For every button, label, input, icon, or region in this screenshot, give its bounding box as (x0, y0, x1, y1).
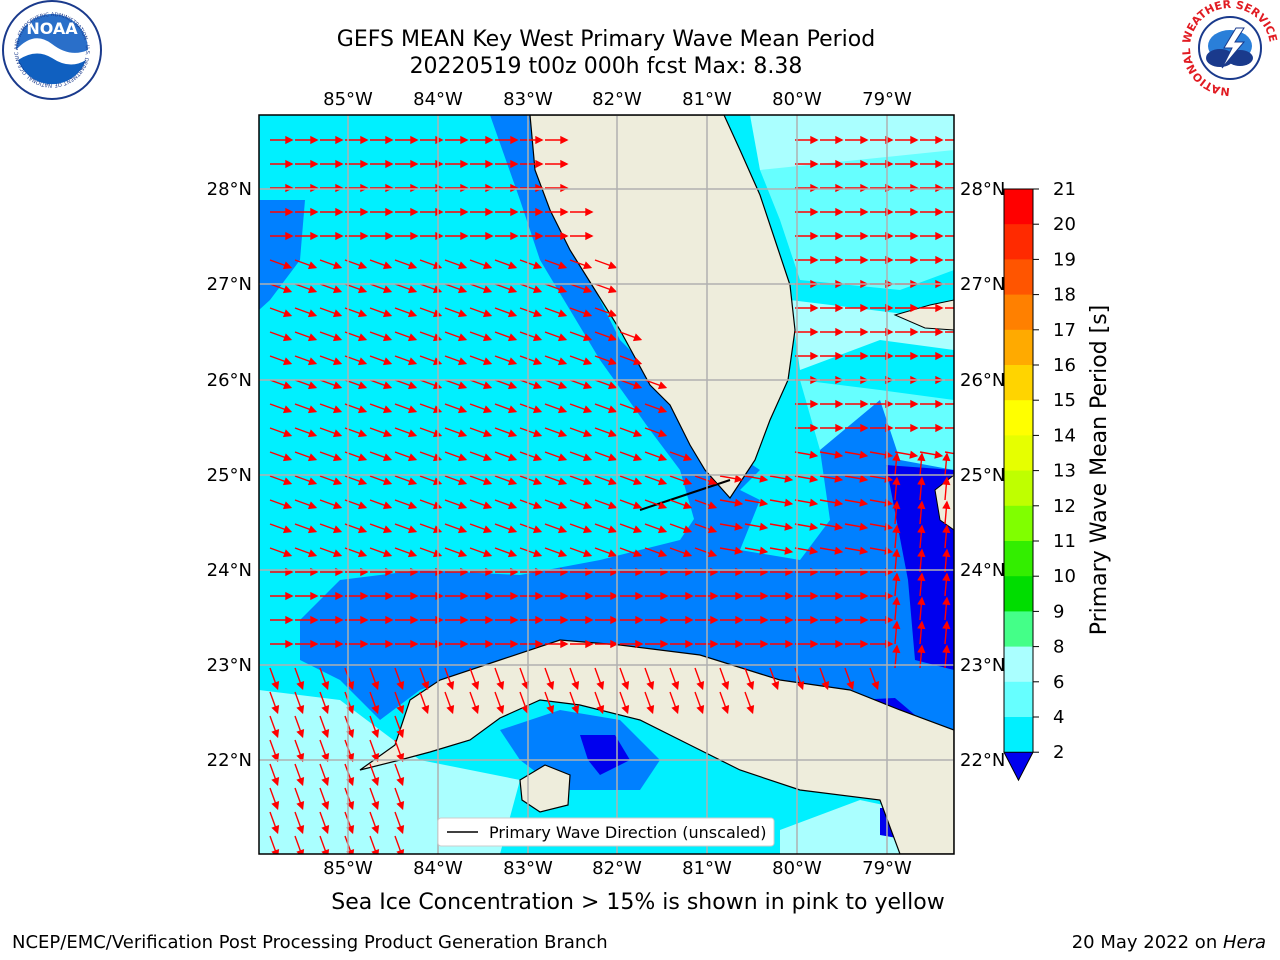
footer-right: 20 May 2022 on Hera (1072, 932, 1266, 953)
colorbar-tick-label: 19 (1053, 249, 1076, 270)
lon-label-top: 83°W (503, 89, 553, 110)
colorbar-tick-label: 8 (1053, 637, 1064, 658)
lat-label-left: 24°N (207, 560, 252, 581)
lat-label-left: 22°N (207, 750, 252, 771)
lat-label-left: 27°N (207, 274, 252, 295)
lat-label-right: 24°N (960, 560, 1005, 581)
lon-label-bottom: 83°W (503, 858, 553, 879)
lat-label-left: 26°N (207, 370, 252, 391)
colorbar-segment (1004, 717, 1033, 753)
lon-label-top: 79°W (862, 89, 912, 110)
colorbar-label: Primary Wave Mean Period [s] (1087, 305, 1112, 636)
colorbar-tick-label: 2 (1053, 742, 1064, 763)
wave-arrow-head (961, 257, 967, 263)
lon-label-bottom: 82°W (592, 858, 642, 879)
colorbar-tick-label: 15 (1053, 390, 1076, 411)
wave-arrow-head (961, 233, 967, 239)
colorbar-tick-label: 9 (1053, 601, 1064, 622)
colorbar-segment (1004, 471, 1033, 507)
lat-label-right: 26°N (960, 370, 1005, 391)
lat-label-right: 28°N (960, 179, 1005, 200)
wave-arrow-head (961, 161, 967, 167)
colorbar-segment (1004, 576, 1033, 612)
colorbar-tick-label: 21 (1053, 179, 1076, 200)
map-legend: Primary Wave Direction (unscaled) (438, 818, 774, 846)
wave-arrow-head (961, 305, 967, 311)
colorbar-tick-label: 16 (1053, 355, 1076, 376)
colorbar-segment (1004, 330, 1033, 366)
lon-label-bottom: 85°W (323, 858, 373, 879)
lat-label-left: 23°N (207, 655, 252, 676)
noaa-logo-icon: NOAA NATIONAL OCEANIC AND ATMOSPHERIC AD… (0, 0, 101, 99)
colorbar-tick-label: 17 (1053, 320, 1076, 341)
colorbar: 21 20 19 18 17 16 15 14 13 12 11 10 9 8 6 4 2 (1004, 179, 1076, 780)
lon-label-bottom: 79°W (862, 858, 912, 879)
colorbar-segment (1004, 435, 1033, 471)
footer-machine: Hera (1223, 932, 1266, 953)
lat-label-right: 27°N (960, 274, 1005, 295)
wave-arrow-head (960, 452, 966, 458)
lat-label-left: 25°N (207, 465, 252, 486)
wave-arrow-head (961, 401, 967, 407)
lon-label-top: 80°W (772, 89, 822, 110)
colorbar-segment (1004, 400, 1033, 436)
lon-label-top: 81°W (682, 89, 732, 110)
colorbar-segment (1004, 506, 1033, 542)
footer-date: 20 May 2022 on (1072, 932, 1223, 953)
lat-label-right: 23°N (960, 655, 1005, 676)
colorbar-tick-label: 20 (1053, 214, 1076, 235)
colorbar-tick-label: 18 (1053, 285, 1076, 306)
lon-label-bottom: 80°W (772, 858, 822, 879)
lat-label-right: 22°N (960, 750, 1005, 771)
colorbar-segment (1004, 682, 1033, 718)
colorbar-tick-label: 10 (1053, 566, 1076, 587)
lon-label-top: 84°W (413, 89, 463, 110)
colorbar-tick-label: 12 (1053, 496, 1076, 517)
colorbar-segment (1004, 295, 1033, 331)
lon-label-top: 82°W (592, 89, 642, 110)
colorbar-segment (1004, 365, 1033, 401)
nws-logo-icon: NATIONAL WEATHER SERVICE (1180, 0, 1280, 98)
lat-label-left: 28°N (207, 179, 252, 200)
sea-ice-note: Sea Ice Concentration > 15% is shown in … (258, 890, 1018, 915)
colorbar-segment (1004, 189, 1033, 225)
wave-arrow-head (961, 353, 967, 359)
colorbar-tick-label: 11 (1053, 531, 1076, 552)
wave-arrow-head (961, 425, 967, 431)
colorbar-segment (1004, 647, 1033, 683)
colorbar-extend (1004, 752, 1033, 780)
colorbar-segment (1004, 224, 1033, 260)
wave-arrow-head (961, 137, 967, 143)
legend-label: Primary Wave Direction (unscaled) (489, 823, 766, 842)
colorbar-segment (1004, 611, 1033, 647)
colorbar-tick-label: 13 (1053, 461, 1076, 482)
colorbar-tick-label: 6 (1053, 672, 1064, 693)
wave-arrow-head (961, 209, 967, 215)
lat-label-right: 25°N (960, 465, 1005, 486)
lon-label-bottom: 81°W (682, 858, 732, 879)
lon-label-bottom: 84°W (413, 858, 463, 879)
lon-label-top: 85°W (323, 89, 373, 110)
colorbar-segment (1004, 259, 1033, 295)
map-area: Primary Wave Direction (unscaled) (259, 115, 967, 857)
colorbar-tick-label: 14 (1053, 425, 1076, 446)
colorbar-tick-label: 4 (1053, 707, 1064, 728)
wave-arrow-head (961, 329, 967, 335)
colorbar-segment (1004, 541, 1033, 577)
footer-left: NCEP/EMC/Verification Post Processing Pr… (12, 932, 608, 953)
